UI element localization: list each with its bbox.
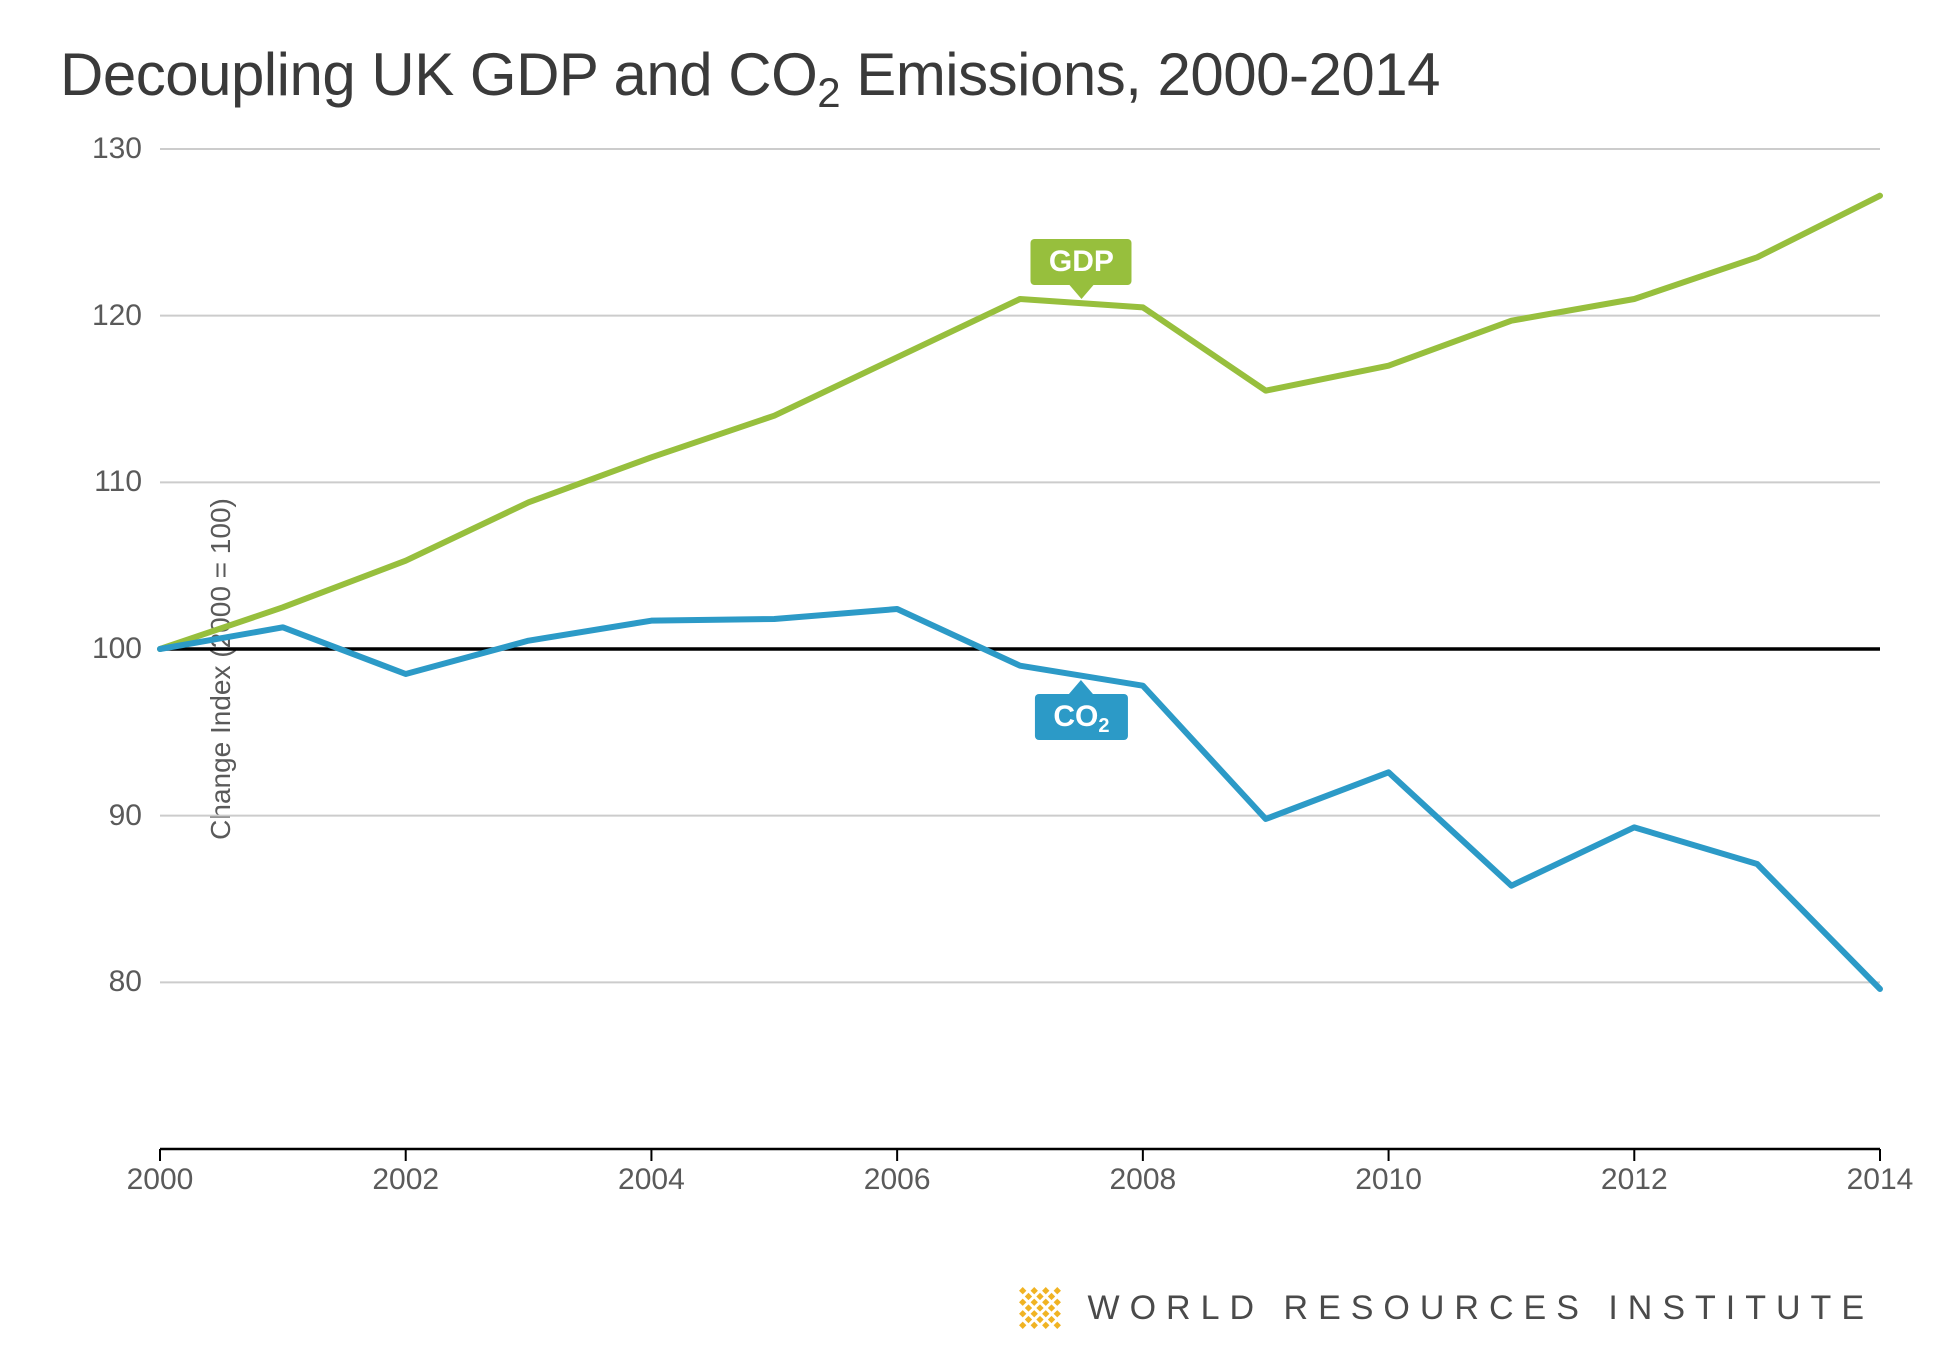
x-tick-label: 2010 bbox=[1355, 1163, 1422, 1197]
chart-svg bbox=[160, 149, 1880, 1149]
chart-wrap: Change Index (2000 = 100) 80901001101201… bbox=[70, 129, 1890, 1209]
chart-container: Decoupling UK GDP and CO2 Emissions, 200… bbox=[0, 0, 1934, 1366]
x-tick-label: 2000 bbox=[127, 1163, 194, 1197]
series-label-co2: CO2 bbox=[1035, 694, 1127, 740]
footer-logo: WORLD RESOURCES INSTITUTE bbox=[1012, 1280, 1874, 1336]
y-tick-label: 80 bbox=[109, 965, 142, 999]
chart-title: Decoupling UK GDP and CO2 Emissions, 200… bbox=[60, 40, 1884, 109]
x-tick-label: 2002 bbox=[372, 1163, 439, 1197]
y-tick-label: 130 bbox=[92, 132, 142, 166]
y-tick-label: 110 bbox=[94, 465, 142, 499]
series-label-gdp: GDP bbox=[1031, 239, 1132, 285]
x-tick-label: 2014 bbox=[1847, 1163, 1914, 1197]
y-tick-label: 120 bbox=[92, 299, 142, 333]
series-line-co2 bbox=[160, 609, 1880, 989]
y-tick-label: 90 bbox=[109, 799, 142, 833]
series-line-gdp bbox=[160, 196, 1880, 649]
plot-area: 8090100110120130200020022004200620082010… bbox=[160, 149, 1880, 1149]
x-tick-label: 2004 bbox=[618, 1163, 685, 1197]
y-tick-label: 100 bbox=[92, 632, 142, 666]
wri-logo-icon bbox=[1012, 1280, 1068, 1336]
x-tick-label: 2012 bbox=[1601, 1163, 1668, 1197]
footer-org-name: WORLD RESOURCES INSTITUTE bbox=[1088, 1289, 1874, 1328]
x-tick-label: 2008 bbox=[1109, 1163, 1176, 1197]
x-tick-label: 2006 bbox=[864, 1163, 931, 1197]
